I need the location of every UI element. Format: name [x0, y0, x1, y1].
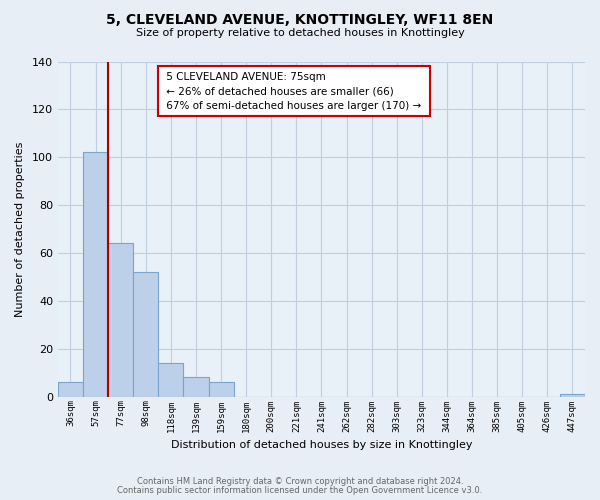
Bar [108, 244, 133, 396]
Y-axis label: Number of detached properties: Number of detached properties [15, 142, 25, 317]
Text: 5, CLEVELAND AVENUE, KNOTTINGLEY, WF11 8EN: 5, CLEVELAND AVENUE, KNOTTINGLEY, WF11 8… [106, 12, 494, 26]
Bar [209, 382, 233, 396]
Bar [560, 394, 585, 396]
X-axis label: Distribution of detached houses by size in Knottingley: Distribution of detached houses by size … [171, 440, 472, 450]
Bar [58, 382, 83, 396]
Bar [83, 152, 108, 396]
Text: Size of property relative to detached houses in Knottingley: Size of property relative to detached ho… [136, 28, 464, 38]
Text: Contains HM Land Registry data © Crown copyright and database right 2024.: Contains HM Land Registry data © Crown c… [137, 477, 463, 486]
Text: Contains public sector information licensed under the Open Government Licence v3: Contains public sector information licen… [118, 486, 482, 495]
Bar [184, 378, 209, 396]
Bar [133, 272, 158, 396]
Bar [158, 363, 184, 396]
Text: 5 CLEVELAND AVENUE: 75sqm
 ← 26% of detached houses are smaller (66)
 67% of sem: 5 CLEVELAND AVENUE: 75sqm ← 26% of detac… [163, 72, 425, 111]
